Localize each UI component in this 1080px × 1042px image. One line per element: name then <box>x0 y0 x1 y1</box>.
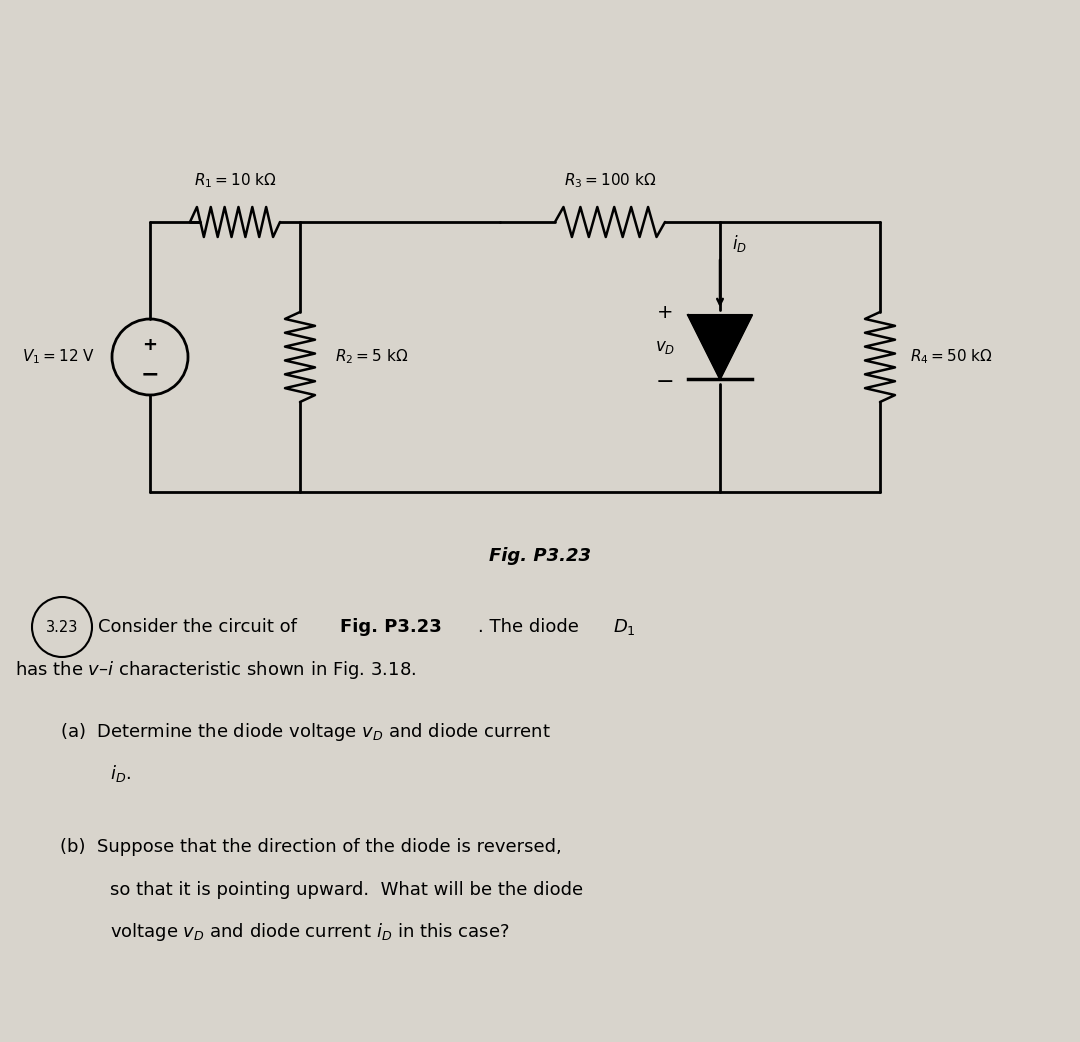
Text: $R_1 = 10\ \mathrm{k}\Omega$: $R_1 = 10\ \mathrm{k}\Omega$ <box>193 171 276 190</box>
Polygon shape <box>688 315 752 379</box>
Text: has the $v$–$i$ characteristic shown in Fig. 3.18.: has the $v$–$i$ characteristic shown in … <box>15 659 416 681</box>
Text: $R_3 = 100\ \mathrm{k}\Omega$: $R_3 = 100\ \mathrm{k}\Omega$ <box>564 171 657 190</box>
Text: $R_2 = 5\ \mathrm{k}\Omega$: $R_2 = 5\ \mathrm{k}\Omega$ <box>335 348 408 367</box>
Text: Fig. P3.23: Fig. P3.23 <box>340 618 442 636</box>
Text: $i_D$: $i_D$ <box>732 233 747 254</box>
Text: $R_4 = 50\ \mathrm{k}\Omega$: $R_4 = 50\ \mathrm{k}\Omega$ <box>910 348 993 367</box>
Text: (b)  Suppose that the direction of the diode is reversed,: (b) Suppose that the direction of the di… <box>60 838 562 855</box>
Text: −: − <box>656 372 674 392</box>
Text: Consider the circuit of: Consider the circuit of <box>98 618 302 636</box>
Text: +: + <box>657 302 673 322</box>
Text: . The diode: . The diode <box>478 618 584 636</box>
Text: 3.23: 3.23 <box>45 620 78 635</box>
Text: voltage $v_D$ and diode current $i_D$ in this case?: voltage $v_D$ and diode current $i_D$ in… <box>110 921 510 943</box>
Text: so that it is pointing upward.  What will be the diode: so that it is pointing upward. What will… <box>110 880 583 899</box>
Text: $v_D$: $v_D$ <box>654 338 675 356</box>
Text: Fig. P3.23: Fig. P3.23 <box>489 547 591 565</box>
Text: $V_1 = 12\ \mathrm{V}$: $V_1 = 12\ \mathrm{V}$ <box>22 348 95 367</box>
Text: +: + <box>143 336 158 354</box>
Text: −: − <box>140 364 160 384</box>
Text: (a)  Determine the diode voltage $v_D$ and diode current: (a) Determine the diode voltage $v_D$ an… <box>60 721 551 743</box>
Text: $i_D$.: $i_D$. <box>110 764 131 785</box>
Text: $D_1$: $D_1$ <box>613 617 636 637</box>
